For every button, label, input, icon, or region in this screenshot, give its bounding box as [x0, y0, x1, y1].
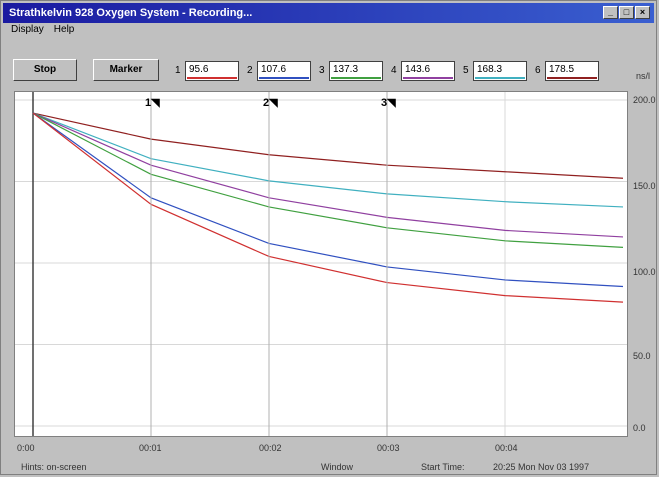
minimize-button[interactable]: _: [603, 6, 618, 19]
probe-4-value: 143.6: [401, 61, 455, 81]
chart-svg: 1◥ 2◥ 3◥: [15, 92, 627, 436]
x-tick-label: 00:04: [495, 443, 518, 453]
series-line-1: [32, 112, 624, 179]
y-tick-label: 0.0: [633, 423, 646, 433]
probe-1-index: 1: [175, 65, 181, 76]
y-tick-label: 200.0: [633, 95, 656, 105]
status-hints: Hints: on-screen: [21, 462, 87, 472]
marker-label-1: 1◥: [145, 97, 160, 109]
y-tick-label: 100.0: [633, 267, 656, 277]
probe-1-color: [187, 77, 237, 79]
status-bar: Hints: on-screen Window Start Time: 20:2…: [3, 459, 654, 474]
menu-bar: Display Help: [3, 24, 74, 40]
marker-label-3: 3◥: [381, 97, 396, 109]
probe-5-color: [475, 77, 525, 79]
x-tick-label: 00:03: [377, 443, 400, 453]
maximize-button[interactable]: □: [619, 6, 634, 19]
probe-1-value: 95.6: [185, 61, 239, 81]
series-line-4: [32, 112, 624, 248]
y-tick-label: 50.0: [633, 351, 651, 361]
x-tick-label: 00:02: [259, 443, 282, 453]
close-button[interactable]: ×: [635, 6, 650, 19]
x-tick-label: 00:01: [139, 443, 162, 453]
probe-5-value: 168.3: [473, 61, 527, 81]
probe-3-color: [331, 77, 381, 79]
menu-display[interactable]: Display: [11, 24, 44, 35]
probe-2-color: [259, 77, 309, 79]
window-controls: _ □ ×: [603, 6, 650, 19]
probe-4-index: 4: [391, 65, 397, 76]
probe-3-index: 3: [319, 65, 325, 76]
window-title: Strathkelvin 928 Oxygen System - Recordi…: [9, 7, 253, 19]
series-line-6: [32, 112, 624, 303]
probe-2-value: 107.6: [257, 61, 311, 81]
probe-6-value: 178.5: [545, 61, 599, 81]
toolbar: Stop Marker 1 95.6 2 107.6 3 137.3 4 143…: [3, 41, 654, 87]
series-line-2: [32, 112, 624, 208]
probe-5-index: 5: [463, 65, 469, 76]
status-start-label: Start Time:: [421, 462, 465, 472]
marker-button[interactable]: Marker: [93, 59, 159, 81]
probe-2-index: 2: [247, 65, 253, 76]
status-window: Window: [321, 462, 354, 472]
series-line-3: [32, 112, 624, 238]
series-line-5: [32, 112, 624, 288]
menu-help[interactable]: Help: [53, 24, 75, 35]
units-label: ns/l: [635, 71, 650, 81]
probe-6-color: [547, 77, 597, 79]
chart-plot-area: 1◥ 2◥ 3◥: [14, 91, 628, 437]
title-bar: Strathkelvin 928 Oxygen System - Recordi…: [3, 3, 654, 23]
probe-6-index: 6: [535, 65, 541, 76]
probe-3-value: 137.3: [329, 61, 383, 81]
probe-4-color: [403, 77, 453, 79]
x-tick-label: 0:00: [17, 443, 35, 453]
marker-label-2: 2◥: [263, 97, 278, 109]
status-start-time: 20:25 Mon Nov 03 1997: [493, 462, 590, 472]
stop-button[interactable]: Stop: [13, 59, 77, 81]
y-tick-label: 150.0: [633, 181, 656, 191]
